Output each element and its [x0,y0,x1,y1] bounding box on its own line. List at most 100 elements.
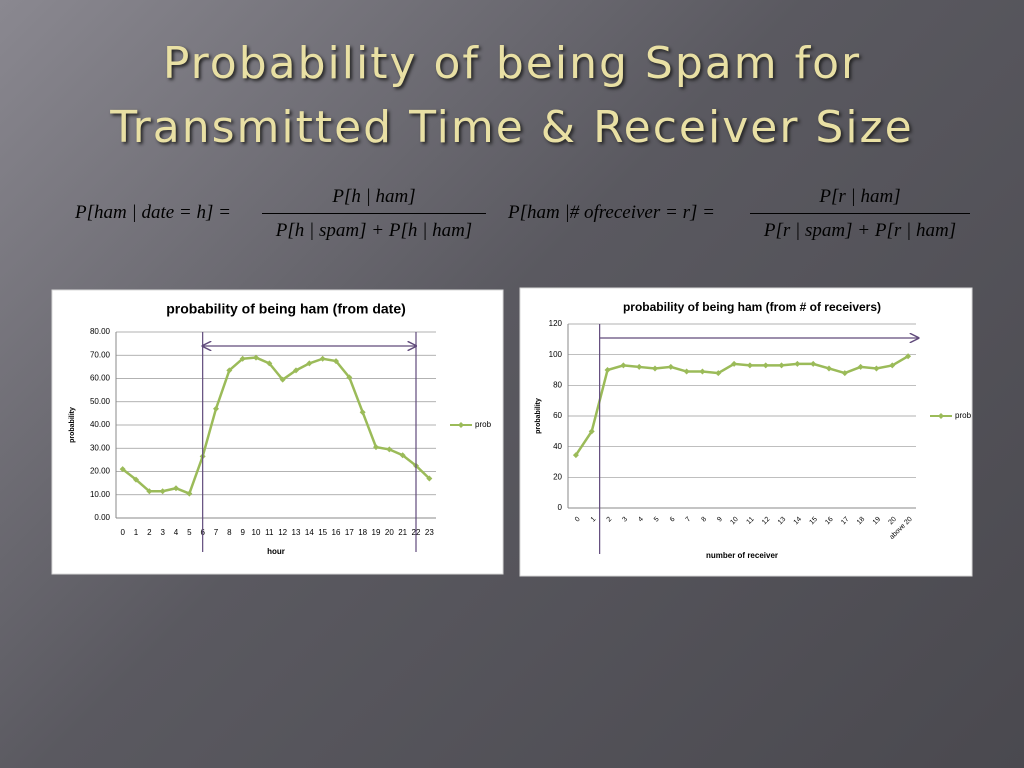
formula-numerator: P[h | ham] [332,186,416,207]
x-tick-label: 3 [160,528,165,537]
y-tick-label: 80 [553,380,562,389]
x-tick-label: 13 [292,528,301,537]
x-tick-label: 19 [872,516,883,527]
x-tick-label: 9 [240,528,245,537]
series-line [574,355,909,456]
point [426,475,433,482]
chart-title: probability of being ham (from date) [166,301,406,317]
x-tick-label: 7 [214,528,219,537]
legend-label: prob [475,420,492,429]
point [841,370,848,377]
x-tick-label: 5 [187,528,192,537]
fraction-bar [750,213,970,214]
y-tick-label: 60.00 [90,374,111,383]
x-tick-label: 14 [793,516,804,527]
x-tick-label: 21 [398,528,407,537]
x-tick-label: 4 [637,516,645,524]
x-tick-label: 12 [761,516,772,527]
x-tick-label: 19 [372,528,381,537]
point [889,362,896,369]
point [266,360,273,367]
formula-denominator: P[h | spam] + P[h | ham] [275,220,473,241]
x-tick-label: 16 [824,516,835,527]
x-tick-label: 4 [174,528,179,537]
point [279,376,286,383]
point [826,365,832,372]
point [119,466,126,473]
point [253,354,259,361]
x-tick-label: 18 [358,528,367,537]
point [186,490,193,497]
x-axis-label: number of receiver [706,551,778,560]
point [604,367,611,373]
x-tick-label: 15 [318,528,327,537]
x-tick-label: 15 [808,516,819,527]
point [636,363,643,370]
y-axis-label: probability [69,407,76,443]
point [359,409,366,416]
x-tick-label: 10 [252,528,261,537]
point [133,476,139,483]
point [794,360,801,367]
y-tick-label: 50.00 [90,397,111,406]
chart-background [519,287,973,577]
formula-lhs: P[ham |# ofreceiver = r] = [508,202,715,223]
y-tick-label: 20 [553,472,562,481]
y-tick-label: 40 [553,442,562,451]
y-tick-label: 30.00 [90,443,111,452]
point [346,374,353,381]
chart-title: probability of being ham (from # of rece… [623,300,881,314]
y-axis-label: probability [535,398,542,434]
x-tick-label: 10 [729,516,740,527]
x-axis-label: hour [267,547,285,556]
point [239,355,246,362]
x-tick-label: 13 [777,516,788,527]
point [667,363,674,370]
point [226,367,233,374]
x-tick-label: 11 [746,516,756,526]
point [333,358,339,365]
y-tick-label: 20.00 [90,467,111,476]
chart: probability of being ham (from date) 0.00… [51,289,504,575]
slide-title: Transmitted Time & Receiver Size [110,102,914,153]
y-tick-label: 70.00 [90,350,111,359]
x-tick-label: 9 [716,516,724,524]
point [399,452,406,459]
formula-denominator: P[r | spam] + P[r | ham] [763,220,957,241]
point [213,405,219,412]
x-tick-label: 6 [669,516,677,524]
formula-lhs: P[ham | date = h] = [75,202,231,223]
point [652,365,658,372]
y-tick-label: 0 [558,503,563,512]
x-tick-label: 20 [385,528,394,537]
x-tick-label: 11 [265,528,274,537]
point [319,355,326,362]
y-tick-label: 40.00 [90,420,111,429]
point [857,363,864,370]
x-tick-label: 8 [227,528,232,537]
point [146,488,153,495]
point [731,360,738,367]
y-tick-label: 80.00 [90,327,111,336]
x-tick-label: 23 [425,528,434,537]
point [173,485,179,492]
point [873,365,880,372]
legend-swatch [938,413,944,419]
y-tick-label: 120 [549,319,563,328]
x-tick-label: 16 [332,528,341,537]
point [620,362,627,369]
chart: probability of being ham (from # of rece… [519,287,973,577]
x-tick-label: 14 [305,528,314,537]
y-tick-label: 100 [549,350,563,359]
x-tick-label: 12 [278,528,287,537]
fraction-bar [262,213,486,214]
y-tick-label: 10.00 [90,490,111,499]
x-tick-label: 1 [590,516,598,524]
x-tick-label: 17 [840,516,851,527]
legend-label: prob [955,411,972,420]
x-tick-label: 3 [621,516,629,524]
x-tick-label: 1 [134,528,139,537]
formula-numerator: P[r | ham] [819,186,901,207]
point [373,444,379,451]
